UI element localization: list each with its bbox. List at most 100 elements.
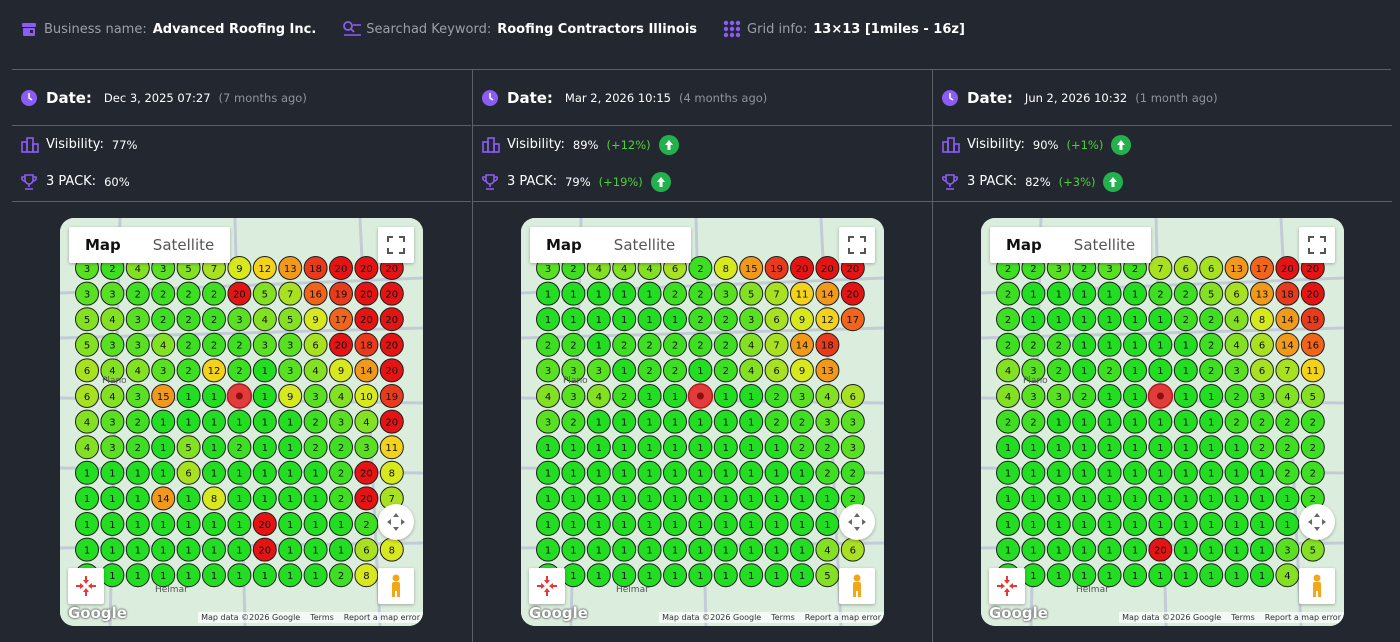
- rank-marker[interactable]: 1: [278, 537, 303, 562]
- rank-marker[interactable]: 3: [278, 332, 303, 357]
- pan-control-button[interactable]: [839, 504, 875, 540]
- rank-marker[interactable]: 1: [1123, 435, 1147, 460]
- rank-marker[interactable]: 3: [739, 307, 764, 332]
- rank-marker[interactable]: 1: [536, 460, 560, 485]
- street-view-button[interactable]: [378, 568, 414, 604]
- rank-marker[interactable]: 1: [1097, 512, 1122, 536]
- rank-marker[interactable]: 6: [1250, 358, 1274, 383]
- rank-marker[interactable]: 1: [252, 563, 277, 588]
- rank-marker[interactable]: 1: [561, 307, 586, 332]
- rank-marker[interactable]: 2: [996, 332, 1020, 357]
- rank-marker[interactable]: 1: [1072, 409, 1097, 434]
- rank-marker[interactable]: 12: [202, 358, 226, 383]
- rank-marker[interactable]: 1: [586, 460, 611, 485]
- rank-marker[interactable]: 1: [688, 486, 713, 511]
- rank-marker[interactable]: 3: [100, 435, 125, 460]
- rank-marker[interactable]: 1: [1199, 460, 1224, 485]
- rank-marker[interactable]: 6: [764, 358, 789, 383]
- rank-marker[interactable]: 1: [713, 486, 738, 511]
- rank-marker[interactable]: 2: [1021, 409, 1046, 434]
- rank-marker[interactable]: 1: [1046, 512, 1071, 536]
- rank-marker[interactable]: 1: [100, 460, 125, 485]
- rank-marker[interactable]: 2: [764, 384, 789, 408]
- rank-marker[interactable]: 1: [1148, 435, 1173, 460]
- rank-marker[interactable]: 2: [1250, 409, 1274, 434]
- rank-marker[interactable]: 2: [329, 460, 353, 485]
- rank-marker[interactable]: 1: [713, 563, 738, 588]
- rank-marker[interactable]: 5: [252, 281, 277, 306]
- rank-marker[interactable]: 18: [303, 256, 328, 280]
- rank-marker[interactable]: 2: [1046, 358, 1071, 383]
- rank-marker[interactable]: 3: [840, 409, 865, 434]
- rank-marker[interactable]: 1: [739, 460, 764, 485]
- rank-marker[interactable]: 1: [227, 563, 252, 588]
- rank-marker[interactable]: 1: [1097, 409, 1122, 434]
- rank-marker[interactable]: 1: [1123, 281, 1147, 306]
- rank-marker[interactable]: 19: [764, 256, 789, 280]
- rank-marker[interactable]: 1: [996, 537, 1020, 562]
- rank-marker[interactable]: 1: [1224, 512, 1249, 536]
- rank-marker[interactable]: 1: [176, 563, 201, 588]
- rank-marker[interactable]: 1: [1097, 281, 1122, 306]
- rank-marker[interactable]: 1: [176, 384, 201, 408]
- rank-marker[interactable]: 3: [586, 358, 611, 383]
- rank-marker[interactable]: 3: [100, 409, 125, 434]
- rank-marker[interactable]: 1: [1046, 435, 1071, 460]
- rank-marker[interactable]: 1: [637, 307, 662, 332]
- rank-marker[interactable]: 5: [1300, 537, 1325, 562]
- rank-marker[interactable]: 2: [303, 409, 328, 434]
- rank-marker[interactable]: 3: [75, 281, 99, 306]
- report-error-link[interactable]: Report a map error: [343, 613, 420, 622]
- rank-marker[interactable]: 1: [1046, 281, 1071, 306]
- rank-marker[interactable]: 1: [663, 512, 687, 536]
- rank-marker[interactable]: 13: [815, 358, 840, 383]
- rank-marker[interactable]: 1: [561, 281, 586, 306]
- rank-marker[interactable]: 1: [303, 512, 328, 536]
- map-tab[interactable]: Map: [1006, 236, 1042, 254]
- rank-marker[interactable]: 1: [764, 563, 789, 588]
- rank-marker[interactable]: 3: [1224, 358, 1249, 383]
- rank-marker[interactable]: 20: [329, 332, 353, 357]
- satellite-tab[interactable]: Satellite: [613, 236, 676, 254]
- rank-marker[interactable]: 1: [1173, 409, 1198, 434]
- rank-marker[interactable]: 7: [278, 281, 303, 306]
- rank-marker[interactable]: 1: [125, 563, 150, 588]
- rank-marker[interactable]: 5: [815, 563, 840, 588]
- rank-marker[interactable]: 1: [1224, 537, 1249, 562]
- map-canvas[interactable]: 3 2 4 3 5 7 9 12 13 18 20 20 203 3 2 2 2 2 20 5 7 16 19 20 205 4 3…: [60, 218, 423, 626]
- rank-marker[interactable]: 1: [637, 486, 662, 511]
- rank-marker[interactable]: 1: [1072, 435, 1097, 460]
- rank-marker[interactable]: 6: [354, 537, 379, 562]
- rank-marker[interactable]: 1: [1046, 537, 1071, 562]
- rank-marker[interactable]: 1: [100, 486, 125, 511]
- rank-marker[interactable]: 1: [1123, 537, 1147, 562]
- rank-marker[interactable]: 1: [996, 512, 1020, 536]
- rank-marker[interactable]: 2: [151, 281, 176, 306]
- rank-marker[interactable]: 1: [612, 281, 637, 306]
- rank-marker[interactable]: 1: [1148, 409, 1173, 434]
- rank-marker[interactable]: 3: [815, 409, 840, 434]
- rank-marker[interactable]: 1: [1148, 512, 1173, 536]
- rank-marker[interactable]: 1: [713, 537, 738, 562]
- rank-marker[interactable]: 2: [536, 332, 560, 357]
- rank-marker[interactable]: 2: [713, 307, 738, 332]
- rank-marker[interactable]: 1: [764, 460, 789, 485]
- rank-marker[interactable]: 2: [202, 332, 226, 357]
- rank-marker[interactable]: 1: [1148, 307, 1173, 332]
- rank-marker[interactable]: 6: [75, 358, 99, 383]
- rank-marker[interactable]: 5: [278, 307, 303, 332]
- rank-marker[interactable]: 1: [227, 409, 252, 434]
- rank-marker[interactable]: 3: [227, 307, 252, 332]
- rank-marker[interactable]: 1: [303, 460, 328, 485]
- rank-marker[interactable]: 3: [151, 358, 176, 383]
- rank-marker[interactable]: 2: [1097, 358, 1122, 383]
- rank-marker[interactable]: 3: [125, 332, 150, 357]
- rank-marker[interactable]: 1: [1173, 512, 1198, 536]
- rank-marker[interactable]: 17: [329, 307, 353, 332]
- rank-marker[interactable]: 3: [278, 358, 303, 383]
- rank-marker[interactable]: 1: [100, 537, 125, 562]
- rank-marker[interactable]: 20: [379, 307, 404, 332]
- rank-marker[interactable]: 1: [1021, 537, 1046, 562]
- rank-marker[interactable]: 1: [713, 460, 738, 485]
- rank-marker[interactable]: 3: [561, 384, 586, 408]
